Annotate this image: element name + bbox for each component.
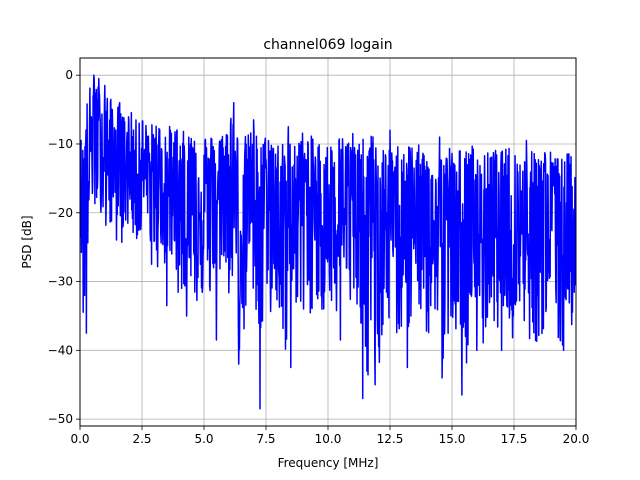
y-tick-label: −40: [48, 343, 73, 357]
x-tick-label: 5.0: [194, 432, 213, 446]
y-tick-label: −30: [48, 275, 73, 289]
x-axis-ticks: 0.0 2.5 5.0 7.5 10.0 12.5 15.0 17.5 20.0: [70, 426, 589, 446]
y-tick-label: −10: [48, 137, 73, 151]
y-tick-label: −50: [48, 412, 73, 426]
x-axis-label: Frequency [MHz]: [278, 456, 379, 470]
x-tick-label: 2.5: [132, 432, 151, 446]
x-tick-label: 20.0: [563, 432, 590, 446]
x-tick-label: 10.0: [315, 432, 342, 446]
x-tick-label: 17.5: [501, 432, 528, 446]
x-tick-label: 15.0: [439, 432, 466, 446]
y-tick-label: 0: [65, 68, 73, 82]
y-tick-label: −20: [48, 206, 73, 220]
x-tick-label: 12.5: [377, 432, 404, 446]
y-axis-ticks: 0 −10 −20 −30 −40 −50: [48, 68, 80, 426]
plot-area: [80, 74, 576, 410]
x-tick-label: 7.5: [256, 432, 275, 446]
y-axis-label: PSD [dB]: [20, 215, 34, 268]
x-tick-label: 0.0: [70, 432, 89, 446]
chart-title: channel069 logain: [263, 37, 392, 53]
psd-series-line: [80, 74, 576, 410]
